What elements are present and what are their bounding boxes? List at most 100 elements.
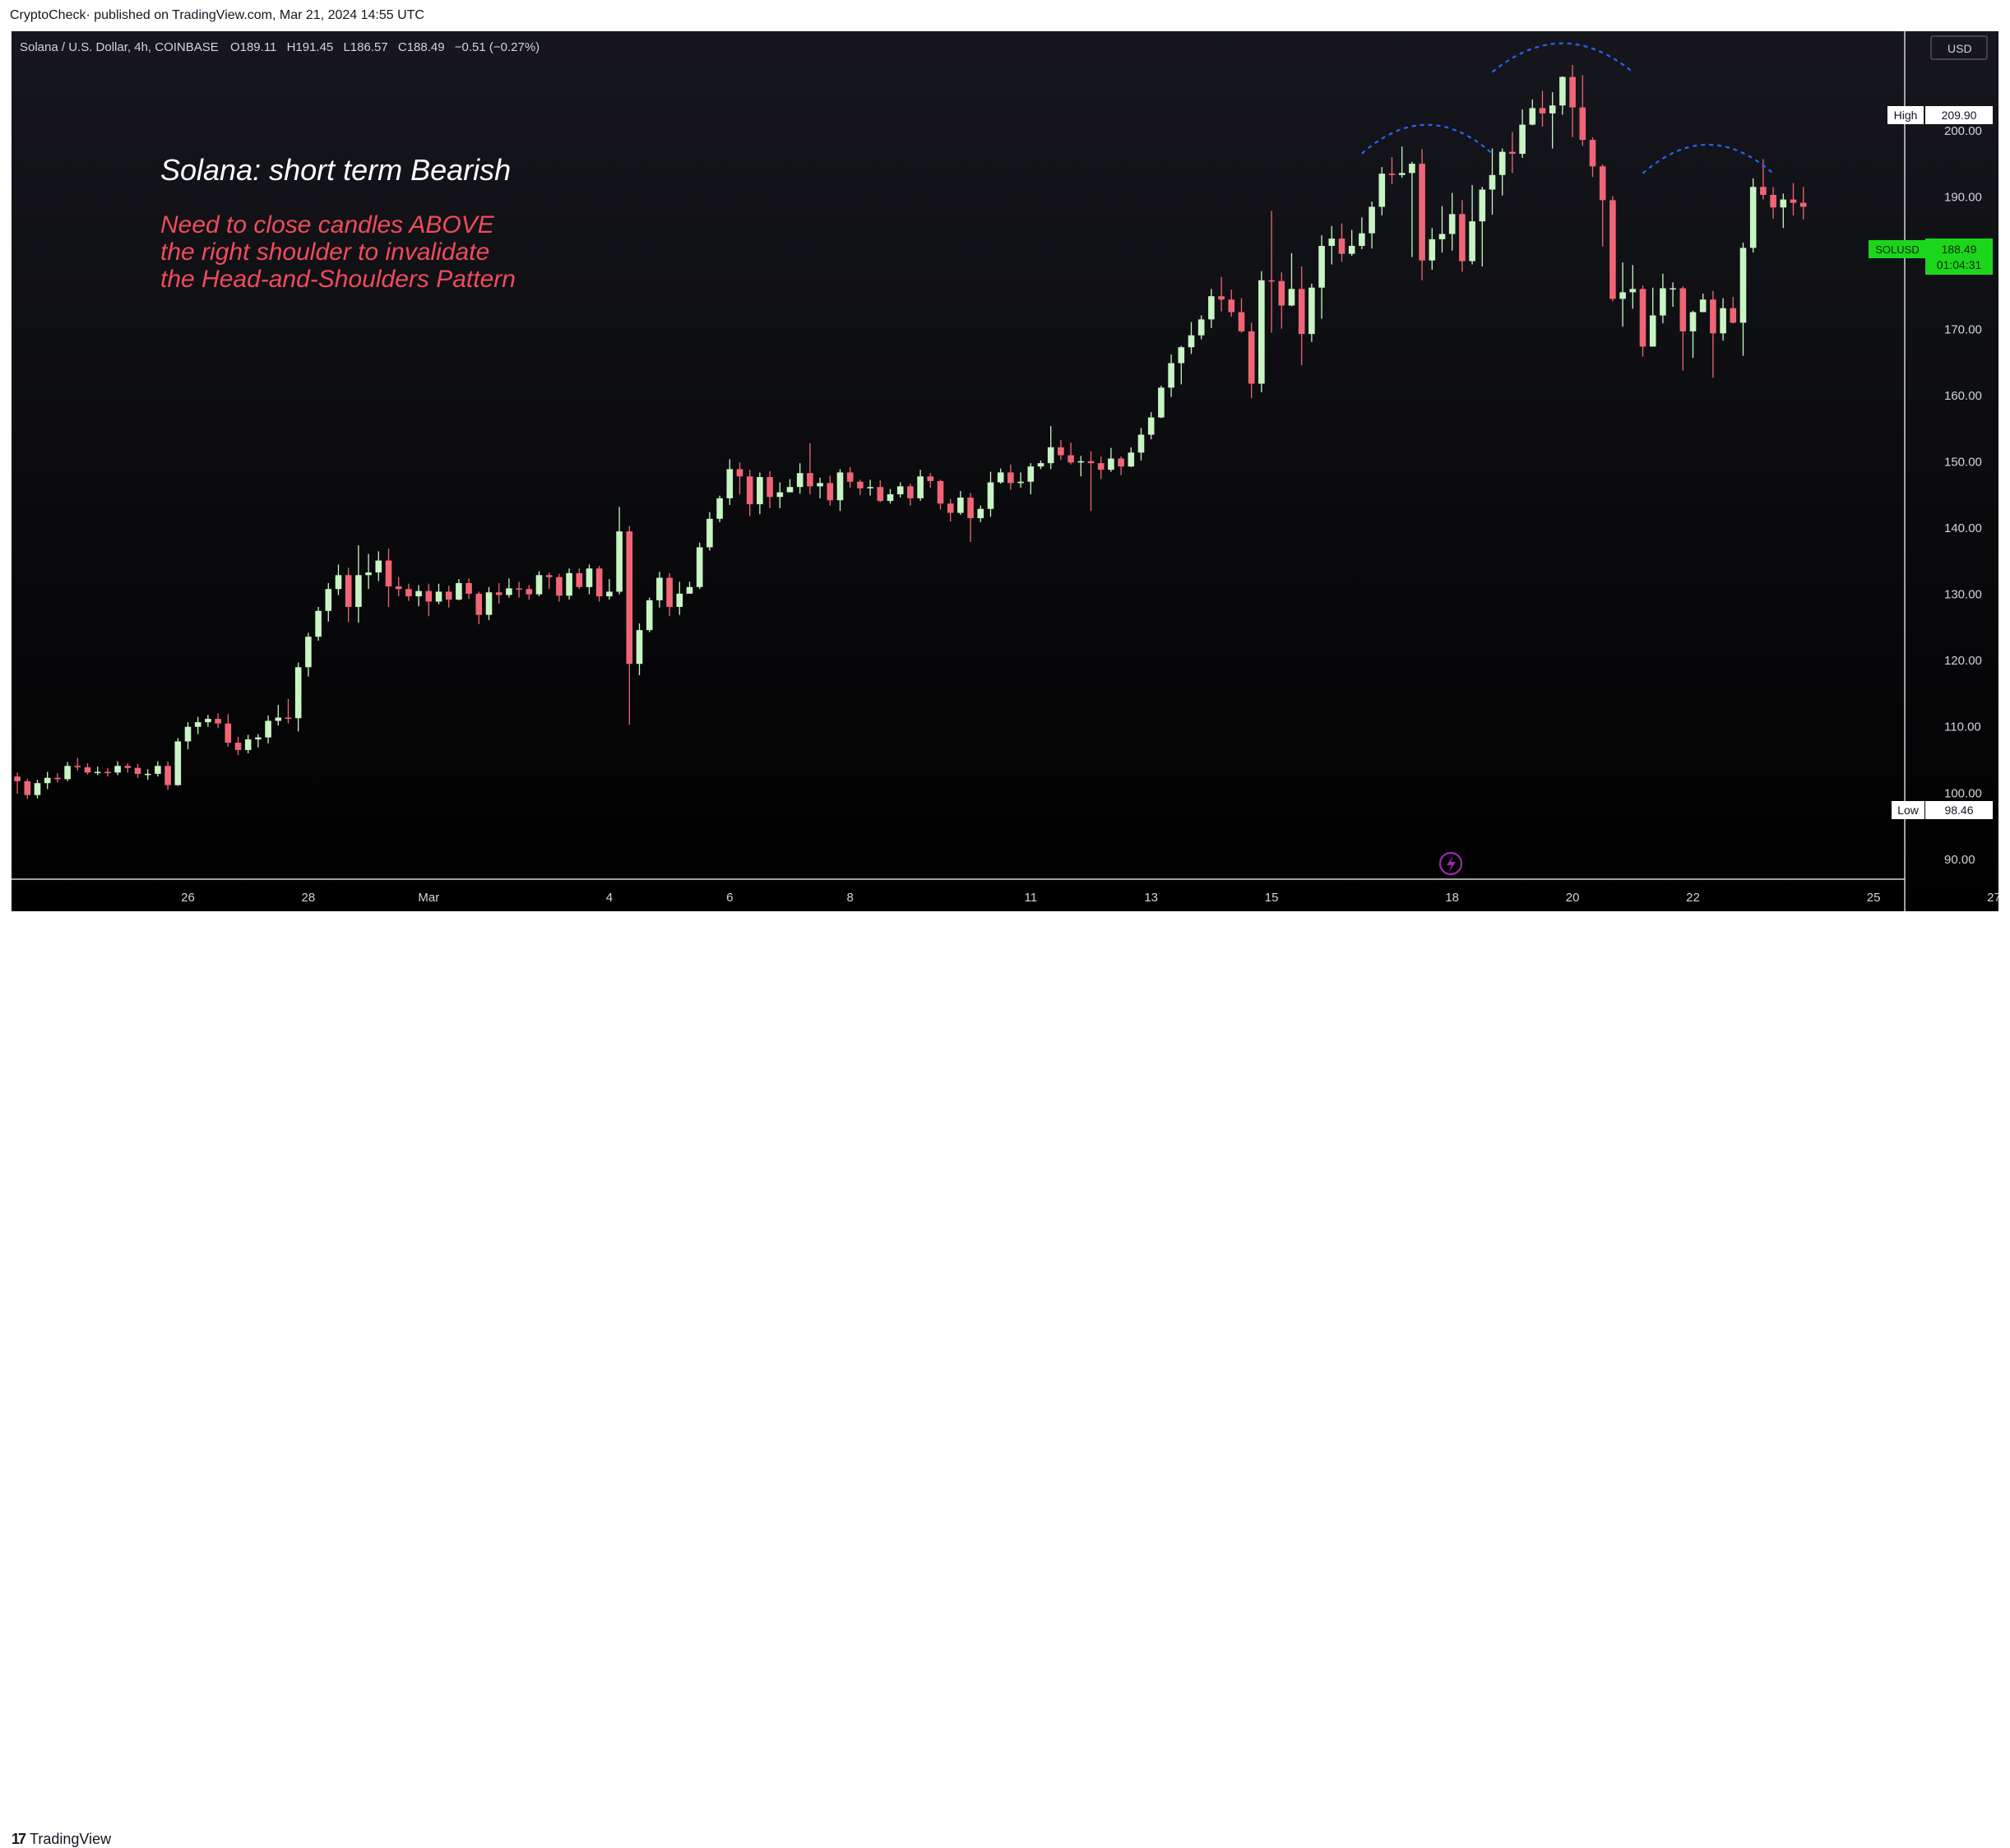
candle: [114, 761, 121, 776]
candle-body: [1228, 299, 1235, 313]
candlestick-chart[interactable]: 90.00 100.00 110.00 120.00 130.00 140.00 150.0…: [12, 31, 2001, 911]
candle-body: [676, 593, 683, 607]
candle: [535, 571, 543, 597]
price-tick-label: 130.00: [1944, 588, 1982, 602]
candle: [595, 566, 603, 602]
candle-body: [1589, 140, 1596, 167]
candle-body: [1097, 463, 1105, 470]
candle-body: [1579, 107, 1586, 141]
candle-body: [516, 588, 522, 590]
candle: [194, 716, 201, 734]
high-label-box: [1887, 106, 1924, 124]
candle-body: [325, 589, 332, 611]
candle: [786, 479, 794, 493]
candle-body: [927, 476, 934, 481]
currency-button[interactable]: [1930, 35, 1988, 60]
candle-body: [184, 726, 192, 742]
candle: [917, 470, 924, 502]
left-shoulder-curve: [1361, 123, 1494, 155]
price-tick-label: 120.00: [1944, 654, 1982, 668]
footer-bar: 17 TradingView: [0, 911, 2010, 1847]
candle-body: [1248, 331, 1255, 384]
candle-body: [465, 582, 472, 594]
countdown-label: 01:04:31: [1937, 258, 1982, 271]
candle-body: [1409, 164, 1415, 174]
candle-body: [1469, 221, 1475, 262]
candle: [1338, 223, 1345, 262]
candle: [1579, 75, 1586, 146]
candle-body: [1128, 452, 1135, 467]
candle-body: [716, 498, 723, 519]
candle: [566, 568, 572, 600]
candle-body: [535, 575, 543, 595]
candle-body: [445, 591, 452, 600]
candle-body: [616, 531, 623, 592]
candle: [1047, 426, 1054, 470]
candle: [1298, 266, 1305, 365]
candle-body: [917, 476, 924, 498]
candle-body: [485, 592, 493, 615]
candle-body: [1489, 174, 1496, 190]
candle: [1077, 456, 1085, 477]
candle-body: [1799, 202, 1807, 207]
candle-body: [174, 741, 182, 785]
candle: [1409, 161, 1415, 257]
candle-body: [706, 518, 713, 548]
candle: [1388, 157, 1396, 185]
publish-bar: CryptoCheck· published on TradingView.co…: [0, 0, 2010, 31]
candle: [244, 734, 252, 753]
annotation-note-line-1: Need to close candles ABOVE: [160, 211, 495, 239]
candle-body: [1629, 289, 1637, 293]
price-tick-label: 200.00: [1944, 124, 1982, 138]
lightning-icon[interactable]: [1438, 851, 1463, 876]
candle: [425, 583, 433, 617]
candle: [495, 582, 502, 604]
candle: [1489, 148, 1496, 215]
last-price-box: [1925, 239, 1993, 275]
candle-body: [1197, 319, 1205, 336]
candle: [405, 583, 412, 601]
candle-body: [54, 777, 61, 780]
candle: [415, 585, 422, 607]
candle-body: [626, 531, 633, 665]
candle-body: [776, 492, 784, 498]
candle-body: [475, 593, 483, 615]
candle-body: [887, 494, 894, 502]
candle-body: [1007, 472, 1014, 484]
candle: [1188, 322, 1195, 354]
candle: [1308, 283, 1315, 342]
candle: [606, 579, 613, 600]
candle: [225, 714, 232, 747]
candle: [74, 757, 81, 771]
candle: [1629, 265, 1637, 309]
price-tick-label: 160.00: [1944, 389, 1982, 403]
candle: [1710, 290, 1716, 378]
open-value: O189.11: [230, 40, 276, 54]
high-value-label: 209.90: [1942, 109, 1977, 122]
candle: [877, 480, 884, 503]
candle: [275, 705, 282, 726]
candle-body: [104, 771, 111, 774]
candle: [1208, 289, 1215, 328]
candle-body: [1218, 296, 1225, 300]
candle-body: [1539, 108, 1546, 113]
candle: [1108, 447, 1114, 472]
price-tick-label: 190.00: [1944, 190, 1982, 204]
candle: [796, 463, 804, 494]
candle: [1609, 196, 1616, 302]
candle: [1679, 286, 1687, 371]
candle: [1660, 273, 1666, 324]
low-marker: Low 98.46: [1892, 801, 1993, 819]
candle: [1348, 229, 1355, 257]
chart-frame[interactable]: 90.00 100.00 110.00 120.00 130.00 140.00 150.0…: [12, 31, 2001, 911]
candle-body: [234, 743, 242, 750]
candle: [516, 581, 522, 598]
candle-body: [114, 766, 121, 773]
tradingview-logo[interactable]: 17 TradingView: [12, 1831, 111, 1848]
candle-body: [1118, 458, 1124, 467]
right-shoulder-curve: [1642, 143, 1774, 174]
time-tick-label: 6: [726, 891, 733, 905]
candle: [757, 472, 763, 515]
candle: [626, 526, 633, 725]
candle: [1268, 211, 1275, 333]
